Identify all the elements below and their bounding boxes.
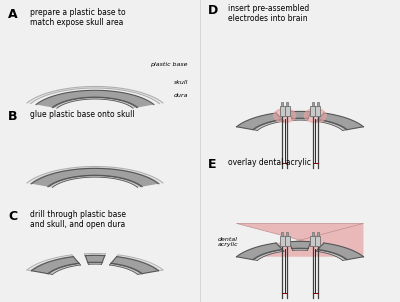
- Text: overlay dental acrylic: overlay dental acrylic: [228, 158, 311, 167]
- Bar: [286, 232, 288, 236]
- Text: plastic base: plastic base: [150, 62, 188, 67]
- Bar: [280, 236, 285, 246]
- Text: prepare a plastic base to
match expose skull area: prepare a plastic base to match expose s…: [30, 8, 126, 27]
- Bar: [316, 232, 319, 236]
- Polygon shape: [27, 86, 163, 104]
- Text: drill through plastic base
and skull, and open dura: drill through plastic base and skull, an…: [30, 210, 126, 230]
- Polygon shape: [236, 223, 364, 257]
- Bar: [285, 236, 290, 246]
- Polygon shape: [117, 255, 163, 271]
- Text: skull: skull: [174, 80, 188, 85]
- Ellipse shape: [274, 108, 296, 123]
- Bar: [281, 232, 284, 236]
- Polygon shape: [236, 243, 282, 260]
- Text: C: C: [8, 210, 17, 223]
- Bar: [312, 101, 314, 106]
- Bar: [310, 236, 315, 246]
- Bar: [280, 106, 285, 116]
- Text: E: E: [208, 158, 216, 171]
- Text: dura: dura: [174, 93, 188, 98]
- Polygon shape: [318, 113, 364, 130]
- Polygon shape: [85, 255, 105, 262]
- Polygon shape: [27, 255, 73, 271]
- Bar: [312, 232, 314, 236]
- Polygon shape: [53, 98, 137, 108]
- Polygon shape: [27, 166, 163, 184]
- Polygon shape: [236, 113, 282, 130]
- Polygon shape: [49, 176, 141, 188]
- Text: D: D: [208, 4, 218, 17]
- Polygon shape: [110, 264, 141, 275]
- Polygon shape: [254, 250, 284, 260]
- Polygon shape: [36, 90, 154, 108]
- Polygon shape: [318, 243, 364, 260]
- Polygon shape: [111, 257, 158, 274]
- Polygon shape: [49, 264, 80, 275]
- Polygon shape: [292, 119, 308, 120]
- Bar: [315, 236, 320, 246]
- Polygon shape: [32, 169, 158, 187]
- Text: A: A: [8, 8, 18, 21]
- Ellipse shape: [304, 108, 326, 123]
- Polygon shape: [316, 120, 346, 130]
- Text: dental
acrylic: dental acrylic: [218, 236, 238, 247]
- Bar: [310, 106, 315, 116]
- Bar: [315, 106, 320, 116]
- Bar: [286, 101, 288, 106]
- Text: insert pre-assembled
electrodes into brain: insert pre-assembled electrodes into bra…: [228, 4, 309, 23]
- Bar: [285, 106, 290, 116]
- Polygon shape: [289, 241, 311, 249]
- Bar: [281, 101, 284, 106]
- Polygon shape: [289, 111, 311, 118]
- Polygon shape: [84, 253, 106, 255]
- Polygon shape: [316, 250, 346, 260]
- Polygon shape: [32, 257, 79, 274]
- Polygon shape: [292, 249, 308, 250]
- Text: glue plastic base onto skull: glue plastic base onto skull: [30, 110, 135, 119]
- Polygon shape: [254, 120, 284, 130]
- Text: B: B: [8, 110, 18, 123]
- Bar: [316, 101, 319, 106]
- Polygon shape: [88, 263, 102, 264]
